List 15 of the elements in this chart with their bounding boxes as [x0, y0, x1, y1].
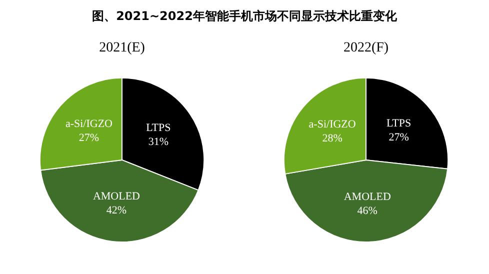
slice-label: a-Si/IGZO — [65, 118, 113, 130]
slice-label: AMOLED — [92, 190, 140, 203]
slice-label: LTPS — [386, 118, 412, 130]
chart-subtitle: 2021(E) — [99, 40, 146, 56]
slice-label: LTPS — [146, 122, 171, 134]
chart-subtitle: 2022(F) — [343, 40, 389, 56]
data-label: 27% — [388, 132, 409, 144]
data-label: 42% — [106, 204, 127, 217]
text: 图、2021~2022年智能手机市场不同显示技术比重变化 — [91, 8, 398, 25]
slice-label: AMOLED — [344, 190, 391, 203]
data-label: 27% — [78, 132, 100, 144]
slice-label: a-Si/IGZO — [308, 118, 356, 131]
data-label: 46% — [357, 204, 378, 217]
data-label: 31% — [148, 136, 169, 148]
data-label: 28% — [322, 132, 342, 145]
